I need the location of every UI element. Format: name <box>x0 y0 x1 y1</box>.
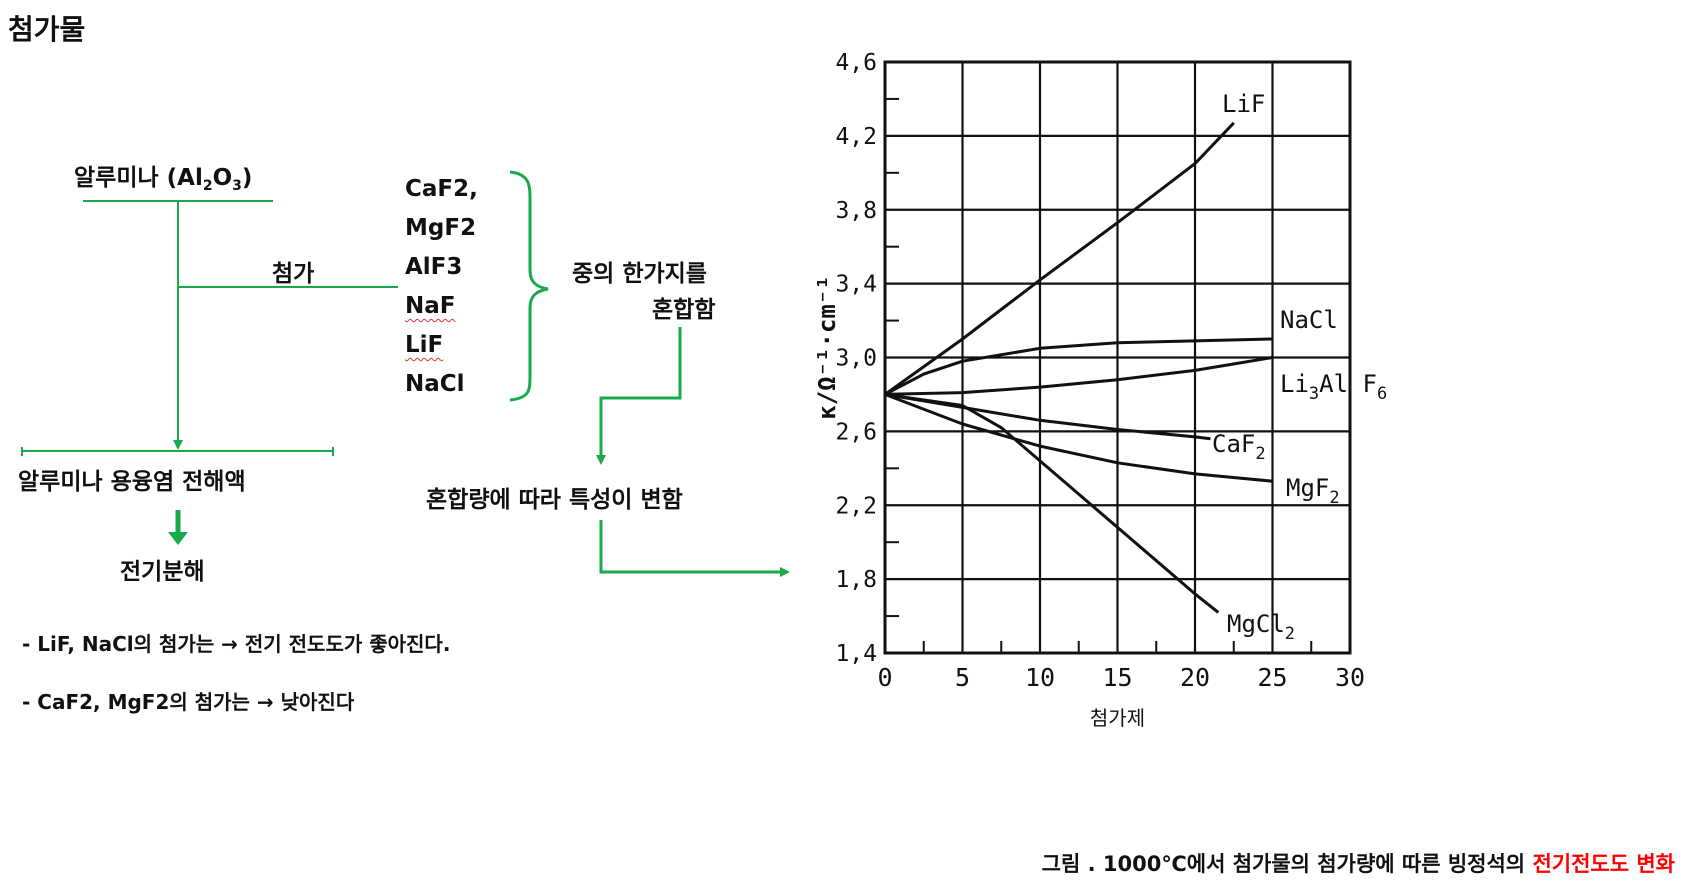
y-axis-label: κ/Ω⁻¹·cm⁻¹ <box>813 275 841 420</box>
y-tick-label: 4,2 <box>835 124 877 150</box>
mix-label: 혼합함 <box>652 297 716 323</box>
series-line-mgcl2 <box>884 392 1220 614</box>
additive-item: NaCl <box>405 371 465 397</box>
additive-item: CaF2, <box>405 176 478 202</box>
y-tick-label: 3,4 <box>835 272 877 298</box>
alumina-o: O <box>212 165 233 191</box>
x-tick-label: 25 <box>1257 663 1287 692</box>
series-label-mgf2: MgF2 <box>1286 474 1340 508</box>
mix-arrow <box>596 327 682 465</box>
series-label-mgcl2: MgCl2 <box>1227 610 1295 644</box>
page-title: 첨가물 <box>8 13 86 46</box>
add-label: 첨가 <box>272 261 315 287</box>
x-tick-label: 5 <box>955 663 970 692</box>
chart-labels: 0 5 10 15 20 25 30 1,4 1,8 2,2 2,6 3,0 3,4 3,8 4,2 4,6 첨… <box>813 50 1387 730</box>
electrolysis-label: 전기분해 <box>120 559 205 585</box>
series-line-li3alf6 <box>884 356 1273 396</box>
additive-item: AlF3 <box>405 254 463 280</box>
additive-item: LiF <box>405 332 444 358</box>
y-tick-label: 4,6 <box>835 50 877 76</box>
series-line-mgf2 <box>884 392 1273 483</box>
y-tick-label: 2,2 <box>835 493 877 519</box>
additive-item: MgF2 <box>405 215 477 241</box>
additive-item: NaF <box>405 293 456 319</box>
caption-main: 그림 . 1000℃에서 첨가물의 첨가량에 따른 빙정석의 <box>1041 852 1533 876</box>
electrolyte-label: 알루미나 용융염 전해액 <box>18 469 246 495</box>
y-tick-label: 3,8 <box>835 198 877 224</box>
figure-caption: 그림 . 1000℃에서 첨가물의 첨가량에 따른 빙정석의 전기전도도 변화 <box>1042 848 1675 878</box>
series-line-caf2 <box>884 392 1211 441</box>
x-tick-label: 15 <box>1102 663 1132 692</box>
plot-frame <box>883 60 1352 655</box>
series-label-li3alf6: Li3Al F6 <box>1280 370 1387 404</box>
x-tick-label: 10 <box>1025 663 1055 692</box>
chart-series <box>884 121 1273 614</box>
alumina-label: 알루미나 (Al2O3) <box>74 158 252 194</box>
alumina-sub2: 3 <box>232 178 242 194</box>
property-change-label: 혼합량에 따라 특성이 변함 <box>426 487 683 513</box>
to-chart-arrow <box>599 520 790 577</box>
x-tick-label: 20 <box>1180 663 1210 692</box>
y-tick-label: 1,4 <box>835 641 877 667</box>
note-1: - LiF, NaCl의 첨가는 → 전기 전도도가 좋아진다. <box>22 632 451 656</box>
y-tick-label: 2,6 <box>835 419 877 445</box>
electrolysis-arrow-head <box>168 532 188 545</box>
series-line-lif <box>884 121 1235 396</box>
additive-curly-brace <box>509 170 549 402</box>
x-tick-label: 0 <box>877 663 892 692</box>
alumina-text: 알루미나 (Al <box>74 165 203 191</box>
alumina-sub1: 2 <box>202 178 213 194</box>
series-label-caf2: CaF2 <box>1212 430 1266 464</box>
y-tick-label: 1,8 <box>835 567 877 593</box>
x-axis-label: 첨가제 <box>1090 706 1145 730</box>
alumina-close: ) <box>241 165 253 191</box>
series-label-lif: LiF <box>1222 90 1265 118</box>
choose-one-label: 중의 한가지를 <box>572 261 707 287</box>
series-label-nacl: NaCl <box>1280 306 1338 334</box>
note-2: - CaF2, MgF2의 첨가는 → 낮아진다 <box>22 690 355 714</box>
x-tick-label: 30 <box>1335 663 1365 692</box>
caption-highlight: 전기전도도 변화 <box>1532 852 1675 876</box>
chart-grid <box>883 60 1352 655</box>
y-tick-label: 3,0 <box>835 346 877 372</box>
series-line-nacl <box>884 337 1273 396</box>
